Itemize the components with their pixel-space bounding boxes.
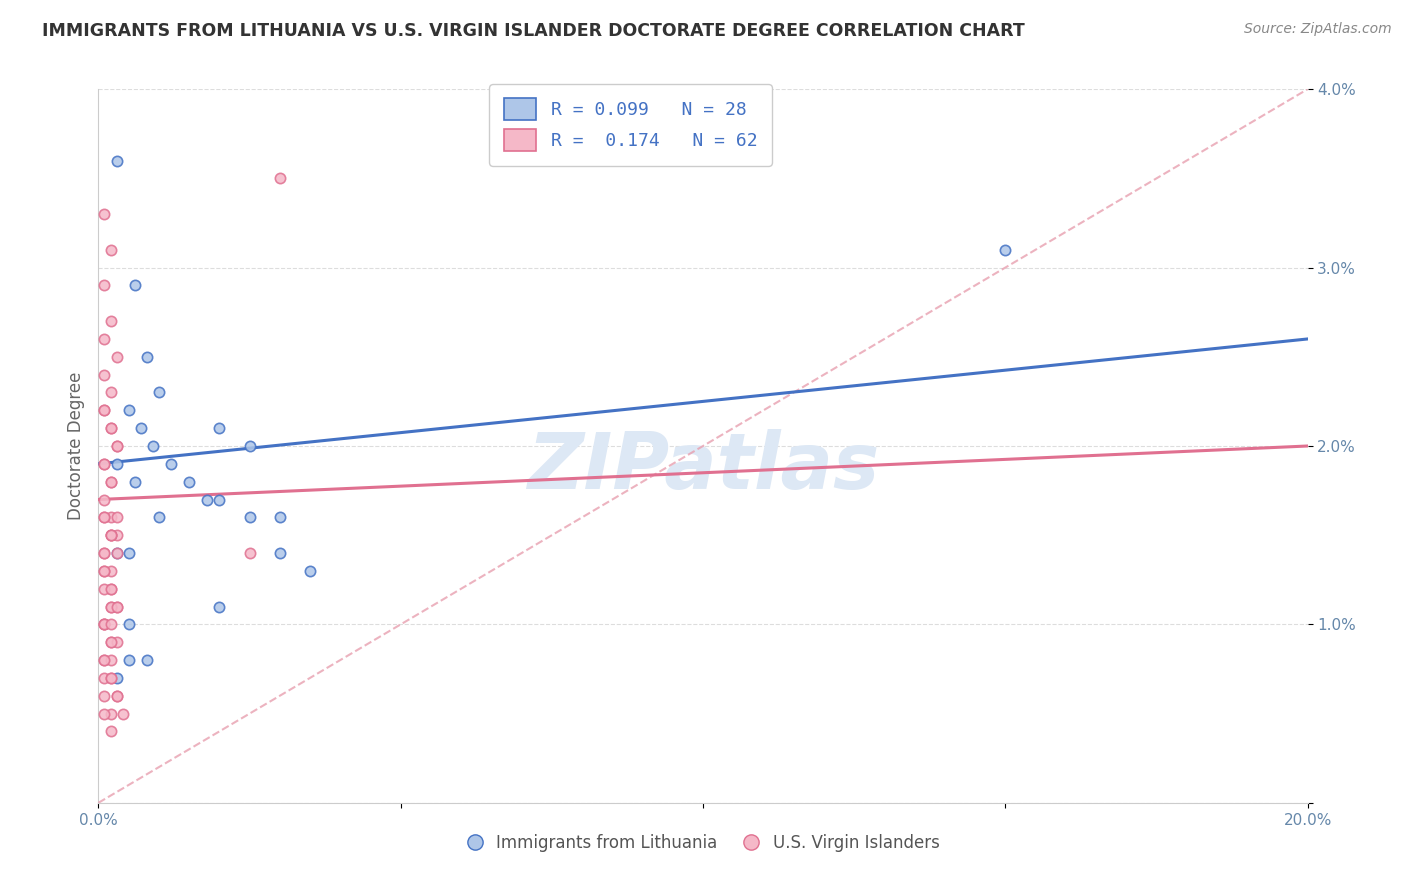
Point bbox=[105, 635, 128, 649]
Point bbox=[100, 706, 122, 721]
Point bbox=[93, 617, 115, 632]
Point bbox=[93, 706, 115, 721]
Point bbox=[100, 671, 122, 685]
Point bbox=[124, 278, 146, 293]
Point bbox=[100, 724, 122, 739]
Point bbox=[269, 171, 291, 186]
Point bbox=[93, 617, 115, 632]
Point bbox=[93, 546, 115, 560]
Point bbox=[118, 653, 141, 667]
Point bbox=[100, 599, 122, 614]
Point bbox=[105, 457, 128, 471]
Point bbox=[118, 617, 141, 632]
Point bbox=[118, 546, 141, 560]
Point bbox=[105, 153, 128, 168]
Point bbox=[148, 510, 170, 524]
Point bbox=[105, 528, 128, 542]
Point bbox=[100, 564, 122, 578]
Point bbox=[135, 653, 157, 667]
Point bbox=[208, 421, 231, 435]
Point bbox=[93, 207, 115, 221]
Point bbox=[93, 510, 115, 524]
Point bbox=[239, 439, 262, 453]
Point bbox=[105, 439, 128, 453]
Text: IMMIGRANTS FROM LITHUANIA VS U.S. VIRGIN ISLANDER DOCTORATE DEGREE CORRELATION C: IMMIGRANTS FROM LITHUANIA VS U.S. VIRGIN… bbox=[42, 22, 1025, 40]
Point bbox=[100, 671, 122, 685]
Point bbox=[160, 457, 183, 471]
Point bbox=[100, 421, 122, 435]
Point bbox=[93, 510, 115, 524]
Point bbox=[100, 617, 122, 632]
Point bbox=[93, 546, 115, 560]
Point bbox=[129, 421, 152, 435]
Point bbox=[93, 368, 115, 382]
Point bbox=[100, 528, 122, 542]
Point bbox=[179, 475, 201, 489]
Point bbox=[105, 546, 128, 560]
Point bbox=[93, 689, 115, 703]
Point bbox=[105, 599, 128, 614]
Point bbox=[111, 706, 134, 721]
Point bbox=[269, 510, 291, 524]
Point bbox=[142, 439, 165, 453]
Point bbox=[105, 510, 128, 524]
Point bbox=[100, 475, 122, 489]
Point bbox=[93, 617, 115, 632]
Point bbox=[100, 599, 122, 614]
Point bbox=[93, 582, 115, 596]
Point bbox=[100, 653, 122, 667]
Point bbox=[93, 653, 115, 667]
Point bbox=[100, 385, 122, 400]
Point bbox=[118, 403, 141, 417]
Point bbox=[100, 528, 122, 542]
Point bbox=[239, 510, 262, 524]
Point bbox=[100, 528, 122, 542]
Point bbox=[100, 421, 122, 435]
Point bbox=[93, 403, 115, 417]
Point bbox=[105, 439, 128, 453]
Text: ZIPatlas: ZIPatlas bbox=[527, 429, 879, 506]
Point bbox=[105, 689, 128, 703]
Point bbox=[93, 332, 115, 346]
Point bbox=[269, 546, 291, 560]
Point bbox=[100, 475, 122, 489]
Point bbox=[239, 546, 262, 560]
Point bbox=[100, 314, 122, 328]
Text: Source: ZipAtlas.com: Source: ZipAtlas.com bbox=[1244, 22, 1392, 37]
Point bbox=[135, 350, 157, 364]
Point bbox=[100, 635, 122, 649]
Legend: Immigrants from Lithuania, U.S. Virgin Islanders: Immigrants from Lithuania, U.S. Virgin I… bbox=[460, 828, 946, 859]
Point bbox=[124, 475, 146, 489]
Point bbox=[100, 635, 122, 649]
Point bbox=[105, 689, 128, 703]
Point bbox=[93, 492, 115, 507]
Point bbox=[100, 510, 122, 524]
Point bbox=[105, 350, 128, 364]
Point bbox=[93, 564, 115, 578]
Point bbox=[100, 243, 122, 257]
Point bbox=[105, 599, 128, 614]
Point bbox=[195, 492, 218, 507]
Point bbox=[93, 278, 115, 293]
Point bbox=[105, 671, 128, 685]
Point bbox=[93, 671, 115, 685]
Point bbox=[100, 582, 122, 596]
Point bbox=[93, 564, 115, 578]
Y-axis label: Doctorate Degree: Doctorate Degree bbox=[66, 372, 84, 520]
Point bbox=[93, 457, 115, 471]
Point bbox=[100, 582, 122, 596]
Point bbox=[105, 546, 128, 560]
Point bbox=[994, 243, 1017, 257]
Point bbox=[299, 564, 322, 578]
Point bbox=[93, 457, 115, 471]
Point bbox=[93, 403, 115, 417]
Point bbox=[208, 599, 231, 614]
Point bbox=[148, 385, 170, 400]
Point bbox=[208, 492, 231, 507]
Point bbox=[93, 653, 115, 667]
